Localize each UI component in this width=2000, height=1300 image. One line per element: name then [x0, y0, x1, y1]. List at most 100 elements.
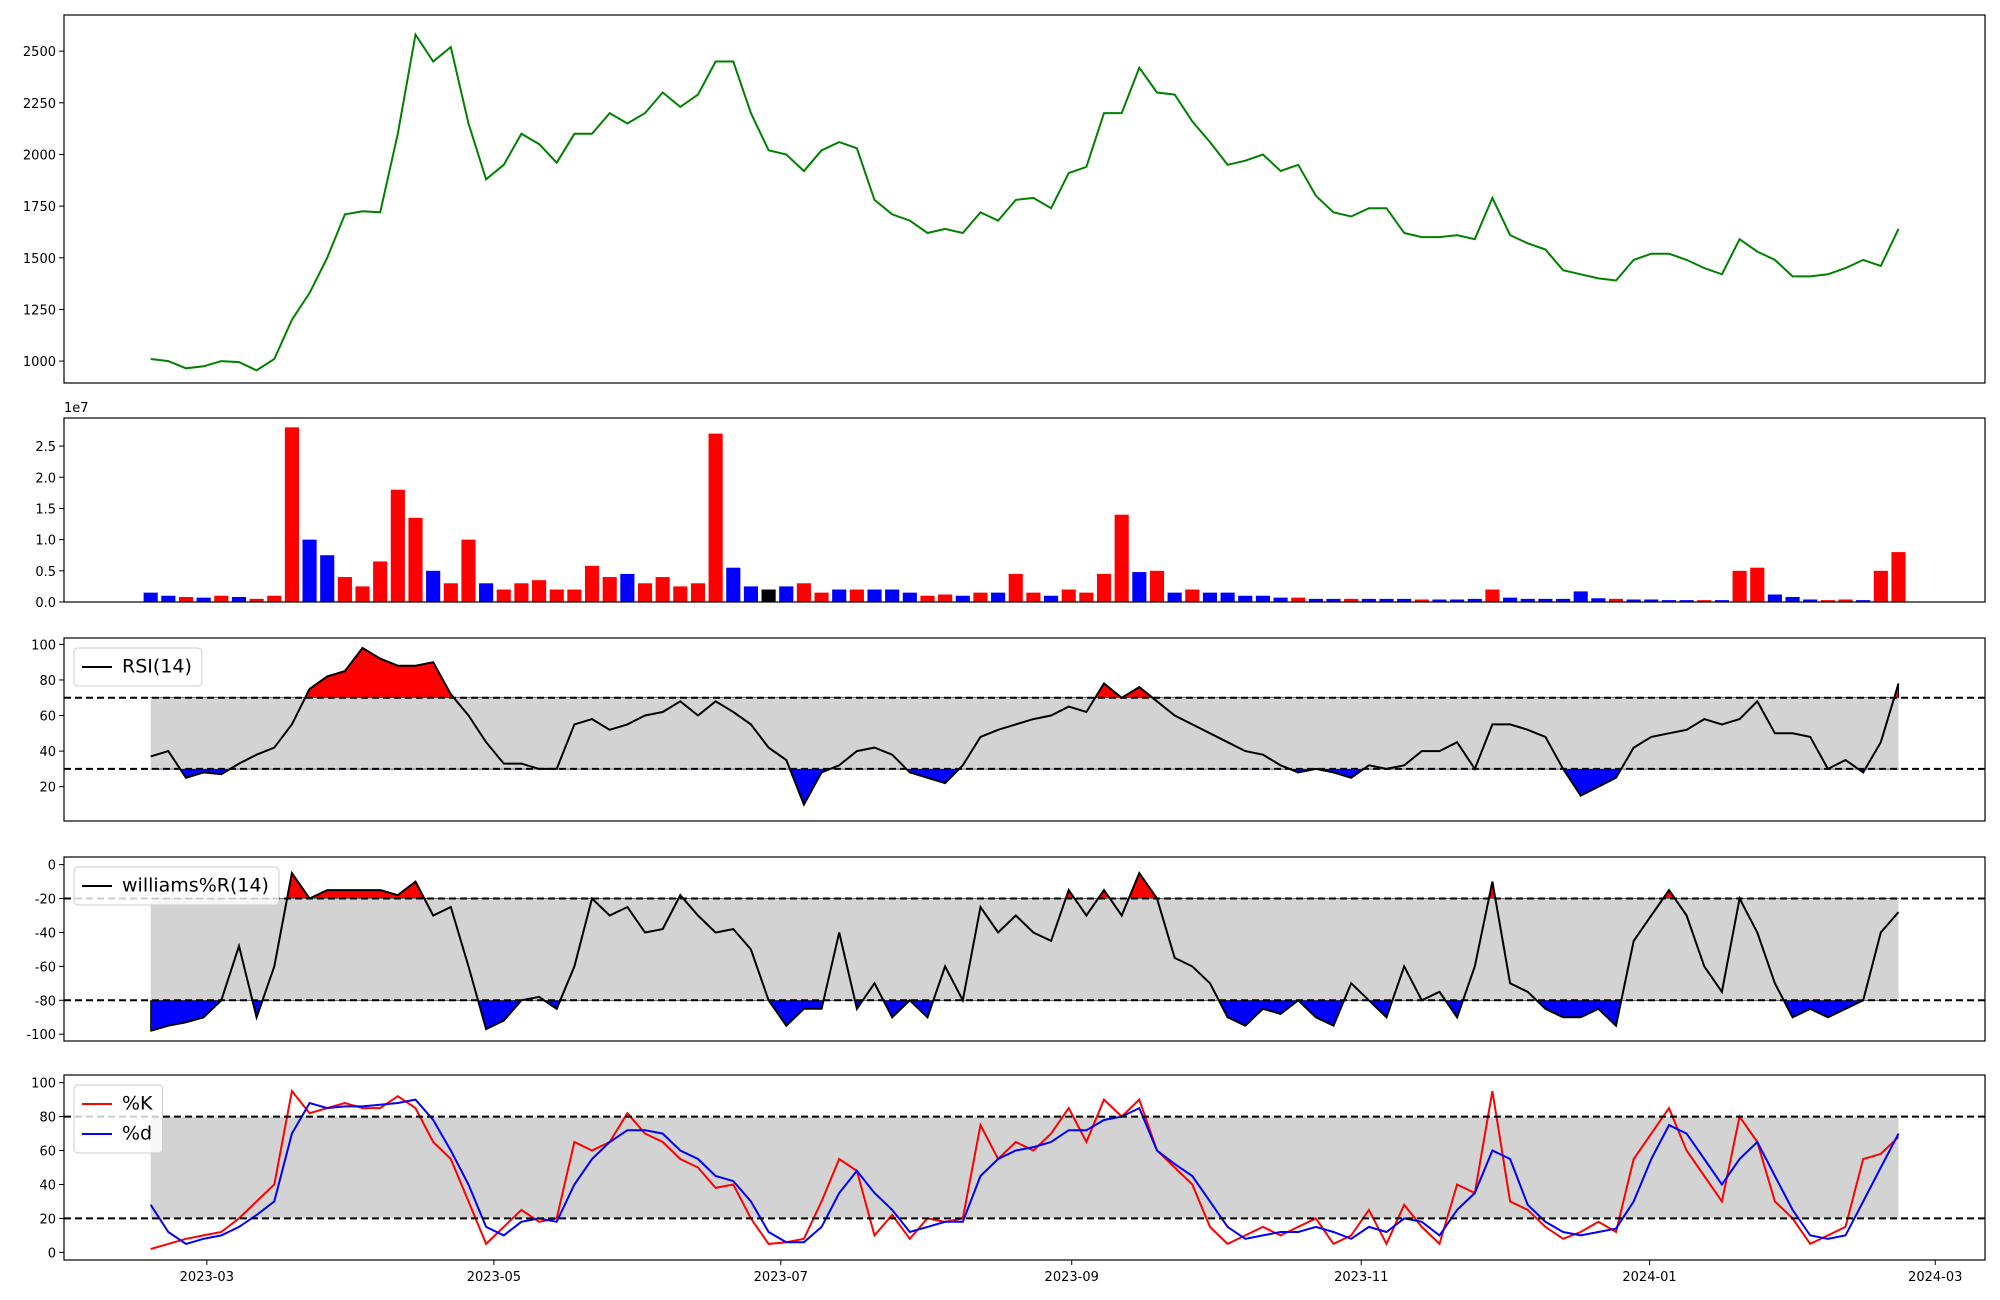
y-tick-label: 2.0: [35, 471, 56, 486]
volume-bar: [1344, 598, 1359, 602]
volume-bar: [673, 586, 688, 602]
x-tick-label: 2023-03: [180, 1270, 234, 1285]
axes-frame: [63, 14, 1986, 384]
y-tick-label: -80: [35, 994, 56, 1009]
y-tick-label: 100: [31, 638, 56, 653]
y-tick-label: 80: [39, 674, 56, 689]
volume-bar: [1361, 598, 1376, 602]
volume-bar: [1697, 600, 1712, 602]
volume-bar: [1114, 514, 1129, 602]
y-tick-label: 40: [39, 1178, 56, 1193]
volume-bar: [708, 433, 723, 602]
y-tick-label: -40: [35, 926, 56, 941]
threshold-band: [150, 1116, 1899, 1219]
volume-bar: [1202, 592, 1218, 602]
volume-bar: [443, 583, 458, 602]
y-tick-label: 2500: [23, 45, 56, 60]
volume-bar: [1608, 598, 1624, 602]
y-tick-label: 20: [39, 1212, 56, 1227]
volume-bar: [902, 592, 917, 602]
threshold-band: [150, 898, 1899, 1001]
volume-bar: [1661, 600, 1677, 602]
legend-label: RSI(14): [122, 656, 192, 678]
volume-bar: [143, 592, 158, 602]
y-tick-label: 100: [31, 1077, 56, 1092]
volume-bar: [885, 589, 900, 602]
volume-bar: [1767, 594, 1782, 602]
y-tick-label: 40: [39, 745, 56, 760]
y-tick-label: 0.5: [35, 565, 56, 580]
volume-bar: [1820, 600, 1835, 602]
series-line: [150, 31, 1900, 372]
volume-bar: [214, 595, 229, 602]
y-tick-label: 2000: [23, 148, 56, 163]
volume-bar: [1485, 589, 1500, 602]
volume-bar: [602, 577, 617, 602]
volume-bar: [832, 589, 847, 602]
volume-bar: [1167, 592, 1182, 602]
volume-bar: [1891, 552, 1906, 602]
volume-bar: [726, 567, 741, 602]
volume-bar: [584, 565, 600, 602]
volume-bar: [1626, 599, 1641, 602]
volume-bar: [867, 589, 882, 602]
volume-bar: [267, 595, 282, 602]
volume-bar: [249, 598, 264, 602]
volume-bar: [1291, 597, 1306, 602]
legend-box: [73, 866, 280, 906]
volume-bar: [461, 539, 476, 602]
volume-bar: [1873, 570, 1888, 602]
volume-bar: [779, 586, 794, 602]
legend-box: [73, 647, 203, 687]
legend: RSI(14): [73, 647, 203, 687]
volume-bar: [1555, 598, 1571, 602]
y-tick-label: -20: [35, 893, 56, 908]
volume-bar: [1432, 599, 1447, 602]
x-tick-label: 2024-03: [1908, 1270, 1962, 1285]
volume-bar: [1061, 589, 1076, 602]
volume-bar: [284, 427, 299, 602]
volume-bar: [849, 589, 864, 602]
y-tick-label: 1.5: [35, 502, 56, 517]
volume-bar: [302, 539, 317, 602]
volume-bar: [1397, 598, 1412, 602]
volume-bar: [1185, 589, 1200, 602]
series-line: [150, 1088, 1900, 1250]
volume-bar: [1856, 600, 1871, 602]
volume-bar: [796, 583, 811, 602]
y-tick-label: 0: [48, 859, 56, 874]
volume-bar: [938, 594, 953, 602]
volume-bar: [320, 555, 335, 602]
volume-bar: [1273, 597, 1288, 602]
axes-frame: [63, 856, 1986, 1042]
y-tick-label: 1000: [23, 355, 56, 370]
volume-bar: [920, 595, 935, 602]
volume-bar: [355, 586, 370, 602]
volume-bar: [1308, 598, 1323, 602]
volume-bar: [231, 597, 247, 602]
volume-bar: [1714, 600, 1730, 602]
volume-bar: [532, 580, 547, 602]
volume-bar: [1044, 595, 1059, 602]
volume-bar: [637, 583, 653, 602]
volume-bar: [1732, 570, 1747, 602]
x-tick-label: 2023-09: [1045, 1270, 1099, 1285]
volume-bar: [814, 592, 829, 602]
volume-bar: [1644, 599, 1659, 602]
y-tick-label: -60: [35, 960, 56, 975]
volume-bar: [690, 583, 706, 602]
offset-text: 1e7: [64, 401, 89, 416]
volume-bar: [161, 595, 176, 602]
volume-bar: [1220, 592, 1235, 602]
volume-bar: [991, 592, 1006, 602]
volume-bar: [973, 592, 988, 602]
y-tick-label: 80: [39, 1111, 56, 1126]
axes-frame: [63, 637, 1986, 822]
volume-bar: [1591, 598, 1606, 602]
series-line: [149, 1098, 1900, 1245]
volume-bar: [514, 583, 529, 602]
volume-bar: [1414, 599, 1429, 602]
volume-bar: [337, 577, 352, 602]
volume-bar: [1379, 598, 1394, 602]
volume-bar: [567, 589, 582, 602]
